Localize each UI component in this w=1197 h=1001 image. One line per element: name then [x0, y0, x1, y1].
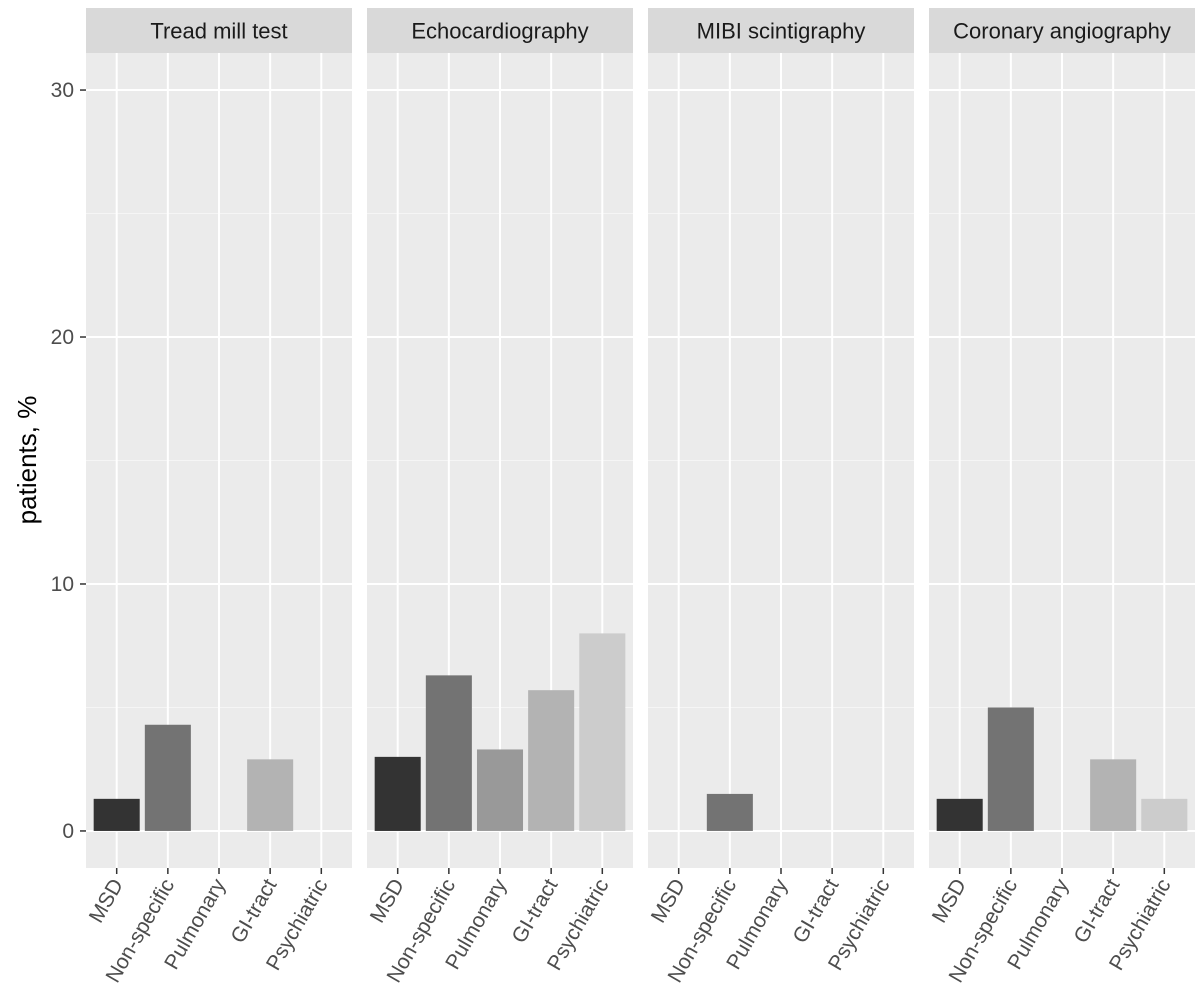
- x-tick-label: GI-tract: [227, 875, 282, 947]
- x-tick-label: MSD: [647, 875, 690, 927]
- facet-strip: [86, 8, 352, 53]
- facet-title: Coronary angiography: [953, 19, 1171, 44]
- facet-title: MIBI scintigraphy: [697, 19, 866, 44]
- y-axis: 0 10 20 30: [51, 79, 86, 843]
- facet-title: Tread mill test: [150, 19, 287, 44]
- bar: [936, 798, 983, 831]
- facet-panel: EchocardiographyMSDNon-specificPulmonary…: [366, 8, 633, 987]
- facet-title: Echocardiography: [411, 19, 588, 44]
- y-tick-label: 10: [51, 573, 74, 596]
- facet-strip: [929, 8, 1195, 53]
- bar: [579, 633, 626, 831]
- x-tick-label: GI-tract: [1070, 875, 1125, 947]
- facet-panel: MIBI scintigraphyMSDNon-specificPulmonar…: [647, 8, 914, 987]
- y-axis-label: patients, %: [12, 396, 42, 525]
- facet-panel: Tread mill testMSDNon-specificPulmonaryG…: [85, 8, 352, 987]
- bar: [247, 759, 294, 831]
- facet-panels: Tread mill testMSDNon-specificPulmonaryG…: [85, 8, 1195, 987]
- x-tick-label: MSD: [85, 875, 128, 927]
- y-tick-label: 0: [62, 820, 74, 843]
- bar: [1141, 798, 1188, 831]
- bar: [1090, 759, 1137, 831]
- bar: [476, 749, 524, 831]
- y-tick-label: 30: [51, 79, 74, 102]
- bar: [706, 793, 753, 831]
- bar: [987, 707, 1034, 831]
- facet-strip: [648, 8, 914, 53]
- bar: [374, 756, 421, 831]
- x-tick-label: GI-tract: [789, 875, 844, 947]
- x-tick-label: MSD: [366, 875, 409, 927]
- x-tick-label: GI-tract: [508, 875, 563, 947]
- bar: [144, 724, 191, 831]
- y-tick-label: 20: [51, 326, 74, 349]
- x-tick-label: MSD: [928, 875, 971, 927]
- bar: [93, 798, 140, 831]
- bar: [425, 675, 472, 831]
- facet-panel: Coronary angiographyMSDNon-specificPulmo…: [928, 8, 1195, 987]
- facet-strip: [367, 8, 633, 53]
- bar: [528, 690, 575, 831]
